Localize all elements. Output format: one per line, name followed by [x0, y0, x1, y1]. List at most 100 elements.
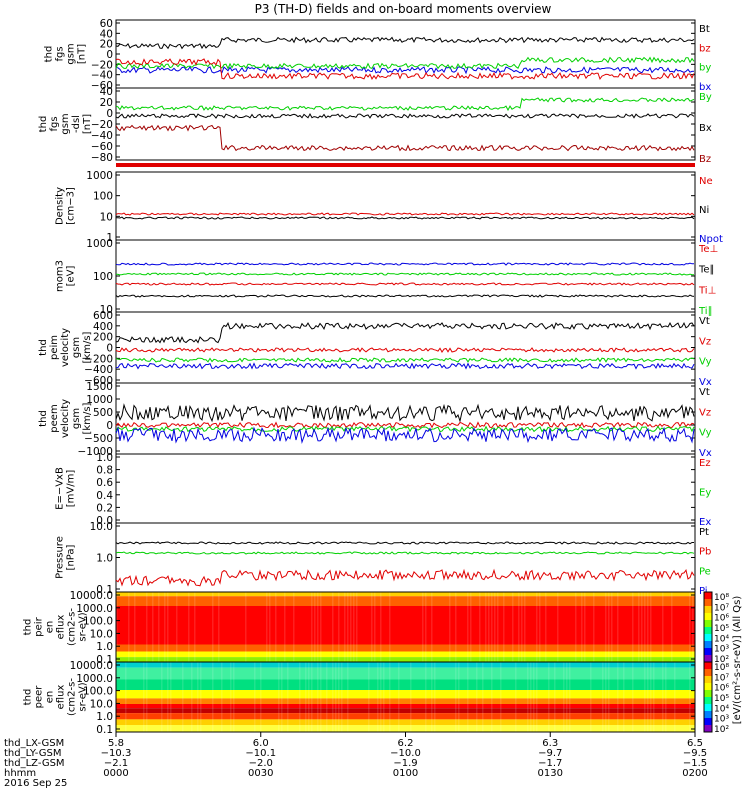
- spectrogram-stripe: [536, 662, 538, 732]
- spectrogram-stripe: [689, 592, 691, 662]
- spectrogram-stripe: [191, 662, 193, 732]
- y-tick-label: 0.0: [96, 515, 113, 527]
- spectrogram-stripe: [644, 592, 646, 662]
- panel-p4: 1000 100 10 mom3 [eV] Te⊥ Te∥ Ti⊥ Ti∥: [55, 238, 719, 317]
- spectrogram-stripe: [245, 592, 247, 662]
- y-tick-label: 1500: [86, 381, 113, 393]
- x-tick-label: −9.5: [683, 748, 707, 759]
- y-axis-label: peer: [34, 685, 45, 709]
- series-line: [115, 56, 695, 70]
- spectrogram-stripe: [338, 592, 340, 662]
- legend-entry: Bz: [699, 154, 711, 165]
- spectrogram-stripe: [116, 592, 118, 662]
- y-tick-label: 1000.0: [76, 603, 113, 615]
- series-line: [115, 58, 695, 80]
- legend-entry: By: [699, 92, 712, 103]
- y-tick-label: −40: [91, 130, 113, 142]
- spectrogram-stripe: [287, 662, 289, 732]
- colorbar-segment: [704, 676, 712, 684]
- spectrogram-stripe: [485, 592, 487, 662]
- spectrogram-stripe: [662, 662, 664, 732]
- spectrogram-stripe: [497, 592, 499, 662]
- colorbar-tick-label: 10⁴: [714, 634, 729, 644]
- y-axis-label: sr-eV): [78, 682, 89, 711]
- y-axis-label: velocity: [60, 399, 71, 438]
- y-tick-label: 0: [106, 49, 113, 61]
- y-axis-label: peir: [34, 616, 45, 636]
- legend-entry: bz: [699, 43, 711, 54]
- spectrogram-stripe: [623, 662, 625, 732]
- spectrogram-stripe: [581, 592, 583, 662]
- legend-entry: Te∥: [698, 265, 715, 276]
- spectrogram-stripe: [548, 662, 550, 732]
- spectrogram-stripe: [197, 662, 199, 732]
- spectrogram-stripe: [254, 662, 256, 732]
- series-line: [115, 425, 695, 433]
- spectrogram-stripe: [422, 592, 424, 662]
- spectrogram-stripe: [689, 662, 691, 732]
- spectrogram-stripe: [431, 662, 433, 732]
- y-tick-label: 0.8: [96, 465, 113, 477]
- y-axis-label: mom3: [55, 260, 66, 292]
- spectrogram-stripe: [641, 592, 643, 662]
- spectrogram-stripe: [161, 662, 163, 732]
- series-line: [115, 568, 695, 587]
- colorbar-label: [eV/(cm²-s-sr-eV)] (All Qs): [732, 596, 743, 725]
- y-tick-label: −20: [91, 119, 113, 131]
- y-tick-label: −600: [84, 375, 113, 387]
- spectrogram-stripe: [638, 592, 640, 662]
- y-tick-label: 20: [100, 39, 113, 51]
- spectrogram-band: [116, 690, 695, 699]
- colorbar-tick-label: 10⁸: [714, 593, 729, 603]
- y-tick-label: 1000.0: [76, 673, 113, 685]
- spectrogram-stripe: [530, 662, 532, 732]
- spectrogram-stripe: [212, 592, 214, 662]
- spectrogram-stripe: [692, 592, 694, 662]
- legend-entry: Ti⊥: [698, 285, 716, 296]
- spectrogram-stripe: [233, 662, 235, 732]
- spectrogram-stripe: [221, 662, 223, 732]
- spectrogram-stripe: [278, 662, 280, 732]
- y-tick-label: 0: [106, 343, 113, 355]
- spectrogram-stripe: [431, 592, 433, 662]
- y-axis-label: fgs: [55, 46, 66, 61]
- spectrogram-stripe: [338, 662, 340, 732]
- y-axis-label: eflux: [56, 685, 67, 710]
- legend-entry: by: [699, 63, 711, 74]
- spectrogram-stripe: [164, 592, 166, 662]
- x-tick-label: 0130: [538, 768, 563, 779]
- series-line: [115, 421, 695, 429]
- legend-entry: Vx: [699, 448, 712, 459]
- panel-frame: [115, 87, 696, 161]
- spectrogram-stripe: [218, 592, 220, 662]
- spectrogram-stripe: [305, 662, 307, 732]
- y-tick-label: −40: [91, 70, 113, 82]
- panel-p8: 10.0 1.0 0.1 Pressure [nPa] Pt Pb Pe Pi: [55, 521, 712, 597]
- spectrogram-stripe: [512, 592, 514, 662]
- series-line: [115, 36, 695, 50]
- y-axis-label: thd: [23, 619, 34, 636]
- x-tick-label: −9.7: [538, 748, 562, 759]
- colorbar-segment: [704, 620, 712, 628]
- spectrogram-stripe: [491, 592, 493, 662]
- colorbar-segment: [704, 662, 712, 670]
- spectrogram-stripe: [467, 662, 469, 732]
- x-row-label: thd_LZ-GSM: [4, 758, 65, 769]
- x-tick-label: −1.7: [538, 758, 562, 769]
- spectrogram-colorbars: 10⁸10⁷10⁶10⁵10⁴10³10²10⁸10⁷10⁶10⁵10⁴10³1…: [703, 591, 743, 735]
- y-tick-label: 0.1: [96, 584, 113, 596]
- x-tick-label: 6.3: [542, 738, 558, 749]
- panel-frame: [115, 522, 696, 593]
- spectrogram-stripe: [647, 662, 649, 732]
- y-axis-label: [mV/m]: [66, 470, 77, 508]
- spectrogram-stripe: [146, 592, 148, 662]
- spectrogram-band: [116, 606, 695, 631]
- y-tick-label: 0: [106, 420, 113, 432]
- spectrogram-stripe: [644, 662, 646, 732]
- spectrogram-stripe: [584, 592, 586, 662]
